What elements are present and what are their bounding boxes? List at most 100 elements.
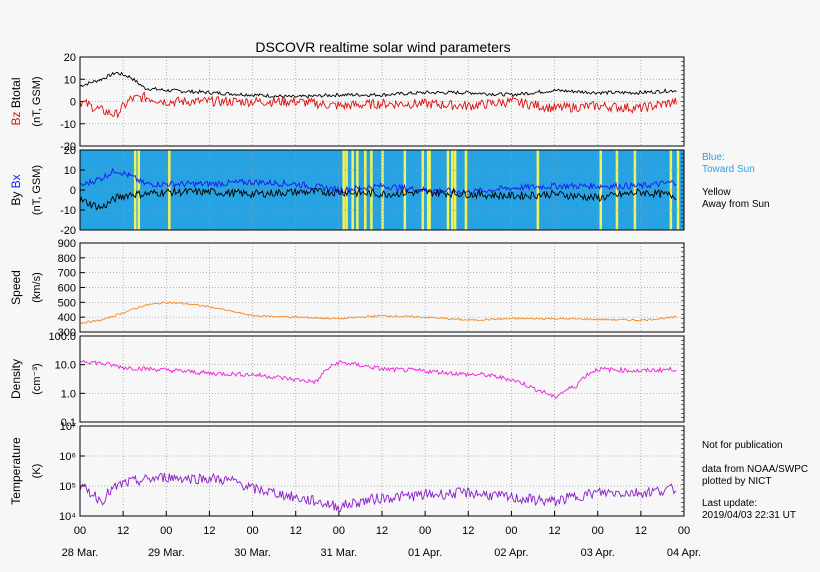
footnote-update-time: 2019/04/03 22:31 UT: [702, 510, 796, 521]
panel-temperature: 10⁷ 10⁶ 10⁵ 10⁴ Temperature (K): [9, 421, 685, 523]
series-temperature: [79, 472, 677, 513]
y-tick-label: 10⁴: [59, 511, 76, 523]
series-density: [79, 359, 677, 400]
y-tick-label: 600: [58, 283, 76, 295]
away-sector-2: [168, 150, 171, 230]
y-tick-label: 10⁷: [60, 421, 76, 433]
away-sector-4: [345, 150, 348, 230]
x-date-label: 28 Mar.: [62, 547, 99, 559]
x-date-label: 31 Mar.: [321, 547, 358, 559]
series-bz: [79, 90, 677, 118]
x-hour-label: 12: [462, 525, 474, 537]
y-axis-label-part: Bx: [9, 174, 23, 191]
y-axis-label: By Bx: [9, 174, 23, 205]
x-hour-label: 00: [74, 525, 86, 537]
y-tick-label: 0: [70, 185, 76, 197]
x-hour-label: 00: [419, 525, 431, 537]
panel-speed: 900 800 700 600 500 400 300 Speed (km/s): [9, 238, 685, 339]
away-sector-17: [464, 150, 468, 230]
x-date-label: 29 Mar.: [148, 547, 185, 559]
x-date-label: 04 Apr.: [667, 547, 701, 559]
series-btotal: [79, 71, 677, 99]
y-axis-label-part: By: [9, 192, 23, 206]
y-tick-label: 800: [58, 253, 76, 265]
y-tick-label: 400: [58, 312, 76, 324]
y-tick-label: 900: [58, 238, 76, 250]
series-by: [79, 187, 677, 211]
y-tick-label: 10.0: [55, 360, 76, 372]
x-hour-label: 00: [505, 525, 517, 537]
away-sector-23: [676, 150, 680, 230]
legend-blue-label: Blue:: [702, 152, 725, 163]
y-tick-label: -20: [60, 141, 76, 153]
y-tick-label: 500: [58, 297, 76, 309]
footnote-source: data from NOAA/SWPC: [702, 464, 809, 475]
footnote-update-label: Last update:: [702, 498, 758, 509]
y-axis-label-part: Density: [9, 359, 23, 399]
x-hour-label: 00: [160, 525, 172, 537]
panel-bx: 20 10 0 -10 -20 By Bx (nT, GSM): [9, 145, 685, 237]
x-date-label: 03 Apr.: [581, 547, 615, 559]
y-tick-label: 20: [64, 52, 76, 64]
y-tick-label: 20: [64, 145, 76, 157]
y-axis-label: Temperature: [9, 437, 23, 505]
legend-blue-text: Toward Sun: [702, 164, 755, 175]
y-axis-label-part: Bz: [9, 112, 23, 126]
y-tick-label: 0: [70, 97, 76, 109]
x-date-label: 30 Mar.: [234, 547, 271, 559]
y-tick-label: 10⁵: [59, 481, 76, 493]
y-tick-label: -10: [60, 205, 76, 217]
away-sector-14: [446, 150, 450, 230]
x-hour-label: 00: [246, 525, 258, 537]
away-sector-21: [633, 150, 637, 230]
away-sector-19: [599, 150, 603, 230]
x-hour-label: 12: [290, 525, 302, 537]
x-hour-label: 12: [376, 525, 388, 537]
y-tick-label: 10⁶: [59, 451, 76, 463]
away-sector-20: [615, 150, 619, 230]
y-tick-label: 100.0: [48, 331, 76, 343]
chart-title: DSCOVR realtime solar wind parameters: [255, 39, 510, 55]
legend-yellow-text: Away from Sun: [702, 199, 770, 210]
x-hour-label: 12: [635, 525, 647, 537]
away-sector-18: [536, 150, 540, 230]
y-unit-label: (K): [31, 464, 43, 479]
away-sector-0: [133, 150, 137, 230]
panel-background: [80, 243, 684, 332]
y-tick-label: -10: [60, 119, 76, 131]
away-sector-22: [669, 150, 673, 230]
x-hour-label: 00: [333, 525, 345, 537]
away-sector-3: [342, 150, 345, 230]
y-axis-label-part: Btotal: [9, 77, 23, 111]
y-tick-label: 10: [64, 74, 76, 86]
series-bx: [79, 167, 677, 196]
series-speed: [79, 301, 677, 324]
x-hour-label: 12: [548, 525, 560, 537]
y-tick-label: -20: [60, 225, 76, 237]
y-unit-label: (nT, GSM): [31, 165, 43, 215]
x-hour-label: 00: [592, 525, 604, 537]
away-sector-6: [356, 150, 359, 230]
y-axis-label-part: Speed: [9, 270, 23, 305]
y-axis-label: Speed: [9, 270, 23, 305]
y-tick-label: 0.1: [61, 417, 76, 429]
y-tick-label: 700: [58, 268, 76, 280]
y-unit-label: (cm⁻³): [31, 363, 43, 394]
y-tick-label: 300: [58, 327, 76, 339]
x-hour-label: 00: [678, 525, 690, 537]
y-axis-label-part: Temperature: [9, 437, 23, 505]
footnote-plotter: plotted by NICT: [702, 476, 772, 487]
away-sector-9: [381, 150, 384, 230]
x-date-label: 02 Apr.: [494, 547, 528, 559]
y-axis-label: Bz Btotal: [9, 77, 23, 125]
footnote-publication: Not for publication: [702, 440, 783, 451]
y-unit-label: (nT, GSM): [31, 76, 43, 126]
x-date-label: 01 Apr.: [408, 547, 442, 559]
legend-yellow-label: Yellow: [702, 187, 731, 198]
y-unit-label: (km/s): [31, 272, 43, 303]
panel-density: 100.0 10.0 1.0 0.1 Density (cm⁻³): [9, 331, 685, 429]
x-hour-label: 12: [203, 525, 215, 537]
y-tick-label: 1.0: [61, 388, 76, 400]
panel-btotal: 20 10 0 -10 -20 Bz Btotal (nT, GSM): [9, 52, 685, 153]
